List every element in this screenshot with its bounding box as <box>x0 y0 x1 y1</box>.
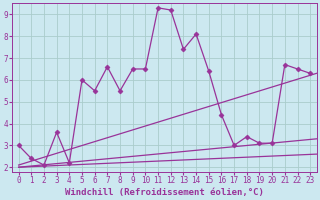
X-axis label: Windchill (Refroidissement éolien,°C): Windchill (Refroidissement éolien,°C) <box>65 188 264 197</box>
